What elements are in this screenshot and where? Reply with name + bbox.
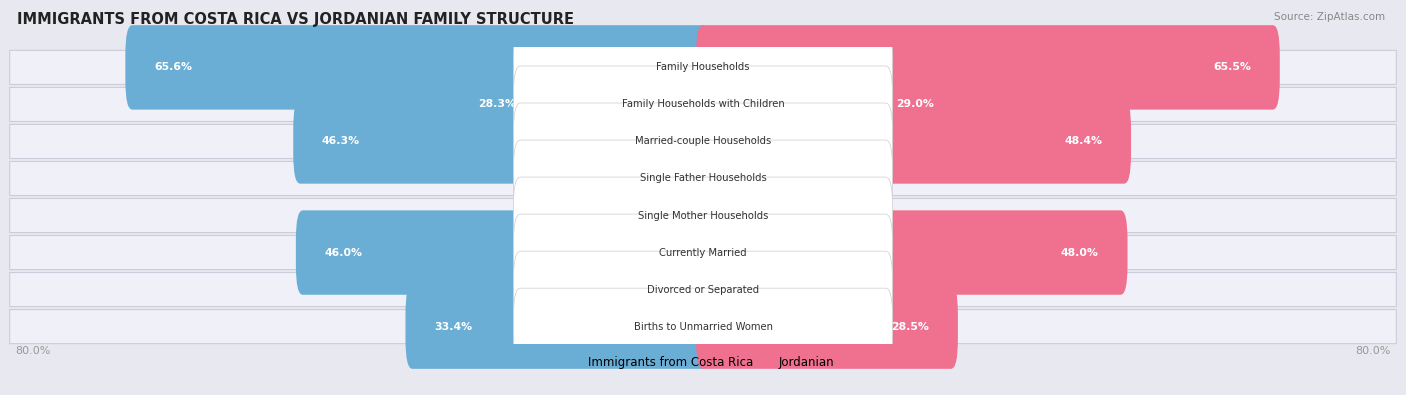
FancyBboxPatch shape: [10, 124, 1396, 158]
FancyBboxPatch shape: [696, 136, 730, 221]
Text: 46.3%: 46.3%: [322, 136, 360, 147]
Text: 65.6%: 65.6%: [155, 62, 193, 72]
FancyBboxPatch shape: [638, 173, 710, 258]
Legend: Immigrants from Costa Rica, Jordanian: Immigrants from Costa Rica, Jordanian: [567, 351, 839, 373]
FancyBboxPatch shape: [405, 284, 710, 369]
Text: Family Households: Family Households: [657, 62, 749, 72]
FancyBboxPatch shape: [294, 99, 710, 184]
FancyBboxPatch shape: [696, 284, 957, 369]
FancyBboxPatch shape: [696, 62, 962, 147]
Text: Divorced or Separated: Divorced or Separated: [647, 284, 759, 295]
FancyBboxPatch shape: [513, 177, 893, 254]
FancyBboxPatch shape: [696, 210, 1128, 295]
FancyBboxPatch shape: [125, 25, 710, 109]
Text: 80.0%: 80.0%: [15, 346, 51, 356]
Text: 6.7%: 6.7%: [605, 211, 631, 220]
Text: 6.0%: 6.0%: [768, 211, 794, 220]
Text: Family Households with Children: Family Households with Children: [621, 100, 785, 109]
Text: 28.3%: 28.3%: [478, 100, 516, 109]
Text: 12.2%: 12.2%: [610, 284, 643, 295]
Text: Single Mother Households: Single Mother Households: [638, 211, 768, 220]
FancyBboxPatch shape: [10, 50, 1396, 85]
Text: 29.0%: 29.0%: [896, 100, 934, 109]
Text: 80.0%: 80.0%: [1355, 346, 1391, 356]
Text: Currently Married: Currently Married: [659, 248, 747, 258]
FancyBboxPatch shape: [513, 140, 893, 217]
FancyBboxPatch shape: [696, 173, 762, 258]
Text: Source: ZipAtlas.com: Source: ZipAtlas.com: [1274, 12, 1385, 22]
FancyBboxPatch shape: [10, 310, 1396, 344]
FancyBboxPatch shape: [696, 99, 1130, 184]
FancyBboxPatch shape: [295, 210, 710, 295]
FancyBboxPatch shape: [450, 62, 710, 147]
FancyBboxPatch shape: [696, 25, 1279, 109]
Text: 11.5%: 11.5%: [756, 284, 790, 295]
Text: 2.2%: 2.2%: [735, 173, 762, 184]
FancyBboxPatch shape: [513, 103, 893, 180]
FancyBboxPatch shape: [513, 66, 893, 143]
Text: 28.5%: 28.5%: [891, 322, 929, 332]
Text: 46.0%: 46.0%: [325, 248, 363, 258]
FancyBboxPatch shape: [10, 235, 1396, 269]
Text: Single Father Households: Single Father Households: [640, 173, 766, 184]
FancyBboxPatch shape: [10, 273, 1396, 307]
FancyBboxPatch shape: [10, 162, 1396, 196]
FancyBboxPatch shape: [513, 288, 893, 365]
Text: Married-couple Households: Married-couple Households: [636, 136, 770, 147]
Text: 65.5%: 65.5%: [1213, 62, 1251, 72]
FancyBboxPatch shape: [10, 198, 1396, 233]
FancyBboxPatch shape: [675, 136, 710, 221]
FancyBboxPatch shape: [513, 214, 893, 291]
Text: 2.4%: 2.4%: [643, 173, 669, 184]
FancyBboxPatch shape: [10, 87, 1396, 121]
Text: 48.4%: 48.4%: [1064, 136, 1102, 147]
Text: 33.4%: 33.4%: [434, 322, 472, 332]
FancyBboxPatch shape: [513, 251, 893, 328]
FancyBboxPatch shape: [513, 29, 893, 106]
FancyBboxPatch shape: [591, 247, 710, 332]
Text: 48.0%: 48.0%: [1062, 248, 1099, 258]
Text: IMMIGRANTS FROM COSTA RICA VS JORDANIAN FAMILY STRUCTURE: IMMIGRANTS FROM COSTA RICA VS JORDANIAN …: [17, 12, 574, 27]
FancyBboxPatch shape: [696, 247, 810, 332]
Text: Births to Unmarried Women: Births to Unmarried Women: [634, 322, 772, 332]
